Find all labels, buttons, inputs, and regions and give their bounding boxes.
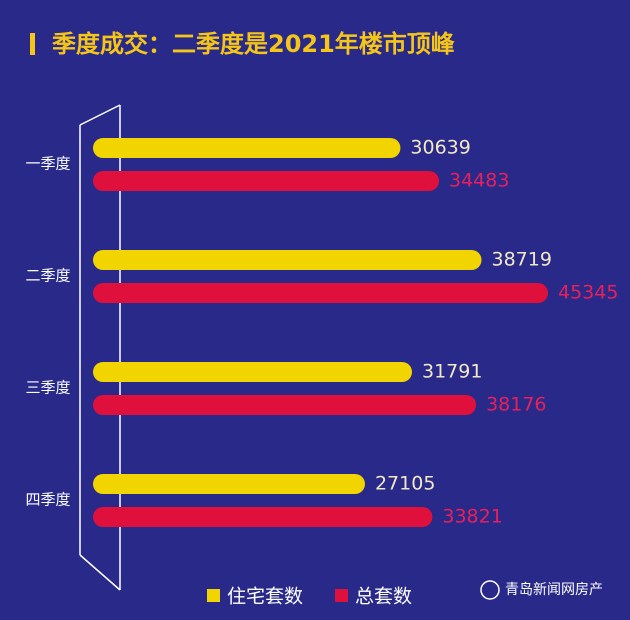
y-tick-label: 四季度 [25,491,70,509]
bar [93,250,482,270]
bar [93,395,477,415]
value-label: 38176 [486,394,546,416]
legend-label: 住宅套数 [227,586,303,608]
bar [93,474,365,494]
value-label: 31791 [422,361,482,383]
value-label: 27105 [375,473,435,495]
bar [93,138,401,158]
value-label: 30639 [410,137,470,159]
bar [93,171,440,191]
legend-swatch [207,589,220,602]
legend-label: 总套数 [355,586,412,608]
value-label: 45345 [558,282,618,304]
bar [93,283,548,303]
source-text: 青岛新闻网房产 [505,582,603,598]
chart-title: 季度成交：二季度是2021年楼市顶峰 [52,30,455,58]
bar [93,507,433,527]
value-label: 33821 [442,506,502,528]
y-tick-label: 三季度 [25,379,70,397]
bar [93,362,412,382]
value-label: 38719 [492,249,552,271]
title-marker [30,33,35,55]
legend-swatch [335,589,348,602]
legend: 住宅套数 总套数 [207,586,412,608]
y-tick-label: 二季度 [25,267,70,285]
value-label: 34483 [449,170,509,192]
y-tick-label: 一季度 [25,155,70,173]
source: 青岛新闻网房产 [480,580,603,600]
